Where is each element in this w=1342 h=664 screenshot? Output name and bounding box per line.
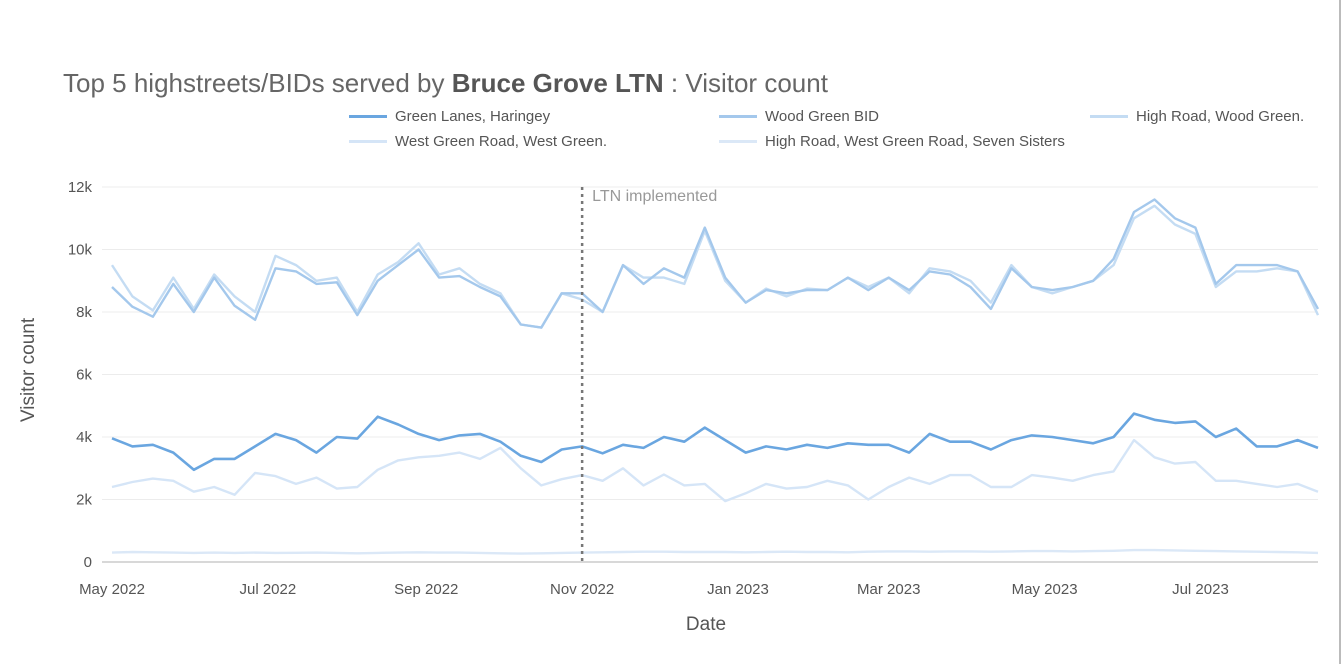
legend-item-high-road-wood-green[interactable]: High Road, Wood Green. [1090,108,1304,125]
x-tick-label: Jul 2022 [240,581,297,598]
legend-item-seven-sisters[interactable]: High Road, West Green Road, Seven Sister… [719,133,1065,150]
series-line-green-lanes-haringey [111,412,1319,472]
legend-item-west-green-road[interactable]: West Green Road, West Green. [349,133,607,150]
x-axis-title: Date [686,614,726,635]
frame-border [1339,0,1341,664]
legend-label: Green Lanes, Haringey [395,108,551,125]
y-tick-label: 8k [76,304,92,321]
gridlines [102,186,1318,563]
legend-swatch [1090,115,1128,118]
legend-swatch [349,140,387,143]
x-tick-label: Nov 2022 [550,581,614,598]
x-tick-label: May 2022 [79,581,145,598]
legend-swatch [719,115,757,118]
title-prefix: Top 5 highstreets/BIDs served by [63,68,452,98]
legend-item-green-lanes[interactable]: Green Lanes, Haringey [349,108,550,125]
x-tick-label: May 2023 [1012,581,1078,598]
annotation: LTN implemented [580,187,717,562]
title-suffix: : Visitor count [663,68,828,98]
ltn-annotation-label: LTN implemented [592,188,717,205]
legend-label: High Road, West Green Road, Seven Sister… [765,133,1065,150]
y-tick-label: 2k [76,492,92,509]
legend-swatch [349,115,387,118]
x-tick-labels: May 2022 Jul 2022 Sep 2022 Nov 2022 Jan 2023… [79,581,1229,598]
chart-title: Top 5 highstreets/BIDs served by Bruce G… [63,68,828,99]
y-tick-labels: 0 2k 4k 6k 8k 10k 12k [68,179,93,571]
y-tick-label: 4k [76,429,92,446]
series-line-west-green-road-west-green [111,438,1319,503]
y-tick-label: 12k [68,179,93,196]
y-tick-label: 0 [84,554,92,571]
x-tick-label: Jan 2023 [707,581,769,598]
y-tick-label: 10k [68,242,93,259]
series-line-high-road-wood-green [110,204,1320,329]
y-tick-label: 6k [76,367,92,384]
series-line-wood-green-bid [111,198,1320,329]
legend-swatch [719,140,757,143]
series-line-high-road-west-green-road-seven-sisters [111,548,1319,555]
legend-label: Wood Green BID [765,108,879,125]
legend-item-wood-green-bid[interactable]: Wood Green BID [719,108,879,125]
series-lines [110,198,1320,555]
title-bold: Bruce Grove LTN [451,68,664,98]
x-tick-label: Sep 2022 [394,581,458,598]
x-tick-label: Mar 2023 [857,581,920,598]
y-axis-title: Visitor count [18,317,39,422]
legend-label: High Road, Wood Green. [1136,108,1305,125]
x-tick-label: Jul 2023 [1172,581,1229,598]
legend-label: West Green Road, West Green. [395,133,608,150]
